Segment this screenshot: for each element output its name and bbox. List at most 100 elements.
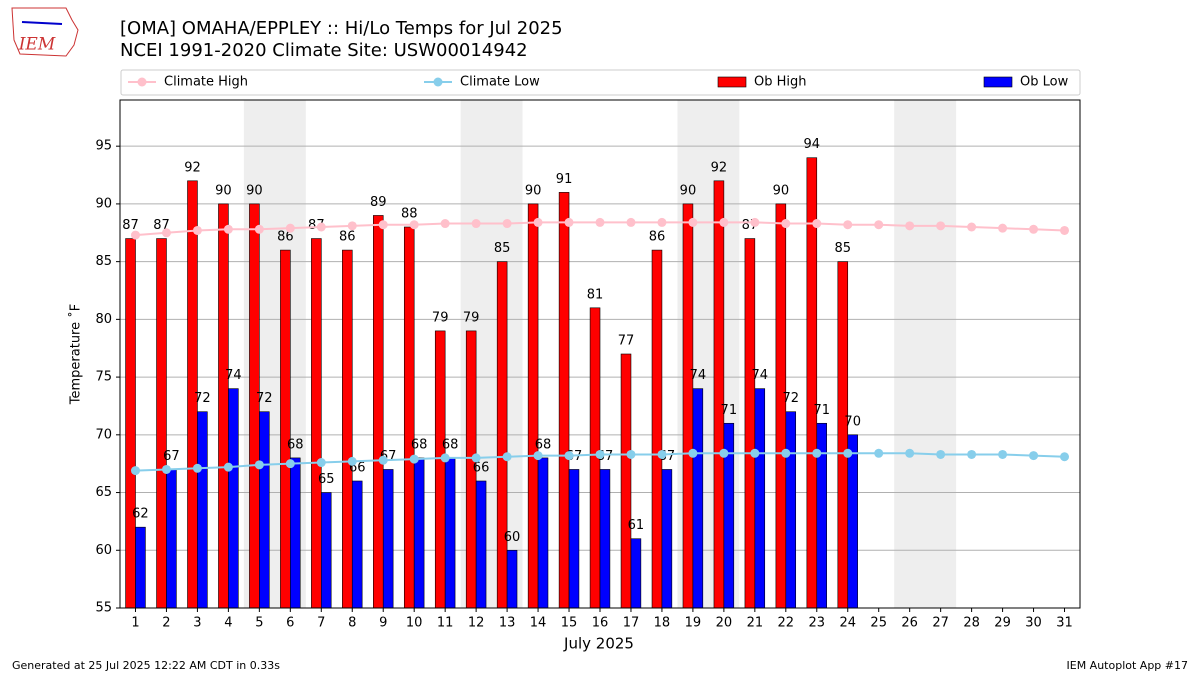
bar (434, 330, 446, 609)
bar (744, 238, 756, 609)
y-tick-label: 65 (95, 485, 112, 500)
x-tick-label: 18 (654, 616, 671, 631)
bar (197, 411, 208, 609)
x-tick-label: 2 (162, 616, 170, 631)
bar (568, 469, 580, 609)
bar (506, 549, 518, 609)
x-axis-label: July 2025 (563, 635, 634, 653)
bar (290, 457, 301, 609)
bar (496, 261, 508, 609)
bar (537, 457, 549, 609)
marker (719, 217, 729, 227)
x-tick-label: 28 (963, 616, 980, 631)
data-label: 74 (752, 368, 769, 383)
bar (661, 469, 673, 609)
y-tick-label: 75 (95, 370, 112, 385)
data-label: 88 (401, 207, 418, 222)
data-label: 60 (504, 530, 521, 545)
bar (125, 238, 136, 609)
bar (558, 192, 570, 609)
footer-left: Generated at 25 Jul 2025 12:22 AM CDT in… (12, 659, 280, 672)
marker (998, 449, 1008, 459)
marker (254, 224, 264, 234)
marker (378, 220, 388, 230)
data-label: 72 (782, 391, 799, 406)
data-label: 68 (535, 437, 552, 452)
marker (781, 448, 791, 458)
marker (750, 217, 760, 227)
bar (785, 411, 797, 609)
marker (502, 219, 512, 229)
footer-right: IEM Autoplot App #17 (1067, 659, 1189, 672)
x-tick-label: 9 (379, 616, 387, 631)
legend-box (120, 69, 1081, 96)
x-tick-label: 26 (901, 616, 918, 631)
plot-frame (119, 99, 1081, 609)
marker (347, 456, 357, 466)
marker (1060, 225, 1070, 235)
data-label: 65 (318, 472, 335, 487)
data-label: 79 (432, 310, 449, 325)
x-tick-label: 20 (716, 616, 733, 631)
data-label: 68 (442, 437, 459, 452)
marker (967, 222, 977, 232)
marker (719, 448, 729, 458)
x-tick-label: 4 (224, 616, 232, 631)
weekend-shade (894, 100, 957, 608)
logo-line (21, 21, 63, 25)
data-label: 91 (556, 172, 573, 187)
x-tick-label: 17 (623, 616, 640, 631)
y-tick-label: 70 (95, 427, 112, 442)
bar (692, 388, 704, 609)
bar (403, 226, 415, 609)
marker (564, 217, 574, 227)
data-label: 86 (339, 230, 356, 245)
x-tick-label: 22 (778, 616, 795, 631)
marker (812, 448, 822, 458)
x-tick-label: 1 (131, 616, 139, 631)
marker (347, 221, 357, 231)
data-label: 90 (246, 183, 263, 198)
marker (998, 223, 1008, 233)
bar (651, 249, 663, 609)
bar (351, 480, 363, 609)
marker (440, 219, 450, 229)
logo-text: IEM (18, 35, 56, 55)
marker (626, 449, 636, 459)
data-label: 90 (680, 183, 697, 198)
y-tick-label: 85 (95, 254, 112, 269)
x-tick-label: 13 (499, 616, 516, 631)
data-label: 74 (225, 368, 242, 383)
marker (750, 448, 760, 458)
bar (682, 203, 694, 609)
data-label: 85 (835, 241, 852, 256)
bar (311, 238, 322, 609)
bar (156, 238, 167, 609)
marker (161, 228, 171, 238)
x-tick-label: 15 (561, 616, 578, 631)
bar (754, 388, 766, 609)
bar (342, 249, 353, 609)
x-tick-label: 11 (437, 616, 454, 631)
marker (161, 464, 171, 474)
marker (781, 219, 791, 229)
marker (936, 221, 946, 231)
legend-marker (433, 77, 443, 87)
marker (285, 223, 295, 233)
x-tick-label: 16 (592, 616, 609, 631)
x-tick-label: 23 (809, 616, 826, 631)
marker (967, 449, 977, 459)
bar (135, 526, 146, 609)
x-tick-label: 31 (1056, 616, 1073, 631)
marker (316, 458, 326, 468)
x-tick-label: 6 (286, 616, 294, 631)
data-label: 81 (587, 287, 604, 302)
marker (130, 230, 140, 240)
marker (192, 225, 202, 235)
logo: IEM (11, 7, 79, 57)
marker (471, 453, 481, 463)
y-tick-label: 55 (95, 601, 112, 616)
data-label: 72 (256, 391, 273, 406)
marker (905, 448, 915, 458)
